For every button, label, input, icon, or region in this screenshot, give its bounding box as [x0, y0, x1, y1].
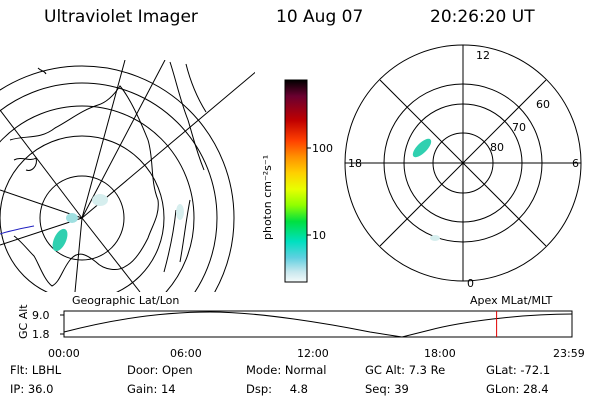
timeline-x-tick: 18:00 [424, 347, 456, 360]
colorbar [284, 79, 308, 283]
geo-meridian [0, 217, 83, 246]
date-label: 10 Aug 07 [276, 7, 364, 27]
aurora-emission [92, 194, 108, 206]
timeline-plot [63, 310, 573, 338]
ip-label: IP: [10, 382, 25, 396]
right-panel-title: Apex MLat/MLT [470, 294, 553, 307]
timeline-y-label: GC Alt [17, 304, 30, 339]
geo-lat-circle [0, 105, 195, 292]
coastline [9, 85, 159, 287]
geographic-map [0, 60, 255, 292]
glat-label: GLat: [486, 363, 517, 377]
timeline-x-tick: 06:00 [170, 347, 202, 360]
aurora-emission [430, 235, 440, 241]
gain-label: Gain: [127, 382, 158, 396]
aurora-emission [176, 204, 184, 220]
door-value: Open [161, 363, 193, 377]
timeline-y-tick: 9.0 [32, 309, 50, 322]
timeline-y-tick: 1.8 [32, 328, 50, 341]
mlt-label-12: 12 [476, 49, 490, 62]
orbit-altitude-curve [63, 311, 573, 338]
aurora-emission [412, 138, 432, 158]
colorbar-unit-label: photon cm⁻²s⁻¹ [261, 154, 274, 240]
mode-value: Normal [284, 363, 327, 377]
glon-field: GLon: 28.4 [486, 382, 549, 396]
seq-label: Seq: [365, 382, 391, 396]
seq-value: 39 [394, 382, 409, 396]
time-label: 20:26:20 UT [430, 7, 535, 27]
gcalt-field: GC Alt: 7.3 Re [365, 363, 446, 377]
timeline-x-tick: 23:59 [553, 347, 585, 360]
geo-meridian [0, 189, 83, 219]
mode-field: Mode: Normal [246, 363, 327, 377]
terminator-line [0, 225, 35, 235]
geo-lat-circle [0, 65, 235, 292]
instrument-title: Ultraviolet Imager [44, 7, 198, 27]
aurora-emission [66, 213, 78, 223]
glon-label: GLon: [486, 382, 520, 396]
mlat-label-60: 60 [536, 98, 550, 111]
coastline [13, 157, 37, 171]
door-label: Door: [127, 363, 159, 377]
geo-meridian [74, 217, 83, 292]
geo-lat-circle [39, 175, 125, 261]
colorbar-tick-label: 100 [312, 142, 333, 155]
gcalt-value: 7.3 Re [408, 363, 446, 377]
mode-label: Mode: [246, 363, 282, 377]
geo-meridian [81, 60, 126, 219]
gcalt-label: GC Alt: [365, 363, 406, 377]
geo-meridian [81, 71, 255, 219]
geo-meridian [81, 217, 141, 292]
mlat-label-70: 70 [512, 121, 526, 134]
ip-value: 36.0 [27, 382, 54, 396]
polar-mlt-diagonal [379, 79, 547, 247]
gain-value: 14 [160, 382, 176, 396]
glat-value: -72.1 [520, 363, 551, 377]
dsp-value: 4.8 [289, 382, 308, 396]
geo-lat-circle [0, 135, 165, 292]
door-field: Door: Open [127, 363, 193, 377]
geo-meridian [81, 60, 166, 219]
seq-field: Seq: 39 [365, 382, 409, 396]
polar-plot [344, 44, 582, 282]
mlat-label-80: 80 [490, 141, 504, 154]
mlt-label-0: 0 [467, 277, 474, 290]
coastline [37, 67, 47, 75]
timeline-x-tick: 12:00 [297, 347, 329, 360]
ip-field: IP: 36.0 [10, 382, 54, 396]
gain-field: Gain: 14 [127, 382, 176, 396]
geo-meridian [0, 109, 83, 219]
aurora-emission [52, 228, 68, 252]
flt-value: LBHL [31, 363, 62, 377]
glon-value: 28.4 [522, 382, 549, 396]
flt-field: Flt: LBHL [10, 363, 62, 377]
left-panel-title: Geographic Lat/Lon [72, 294, 180, 307]
mlt-label-6: 6 [572, 157, 579, 170]
coastline [169, 61, 207, 171]
flt-label: Flt: [10, 363, 29, 377]
glat-field: GLat: -72.1 [486, 363, 551, 377]
coastline [163, 199, 191, 273]
timeline-x-tick: 00:00 [48, 347, 80, 360]
geo-lat-circle [0, 82, 218, 292]
dsp-label: Dsp: [246, 382, 273, 396]
dsp-field: Dsp: 4.8 [246, 382, 308, 396]
colorbar-tick-label: 10 [312, 229, 326, 242]
timeline-ticks [60, 314, 64, 335]
mlt-label-18: 18 [348, 157, 362, 170]
